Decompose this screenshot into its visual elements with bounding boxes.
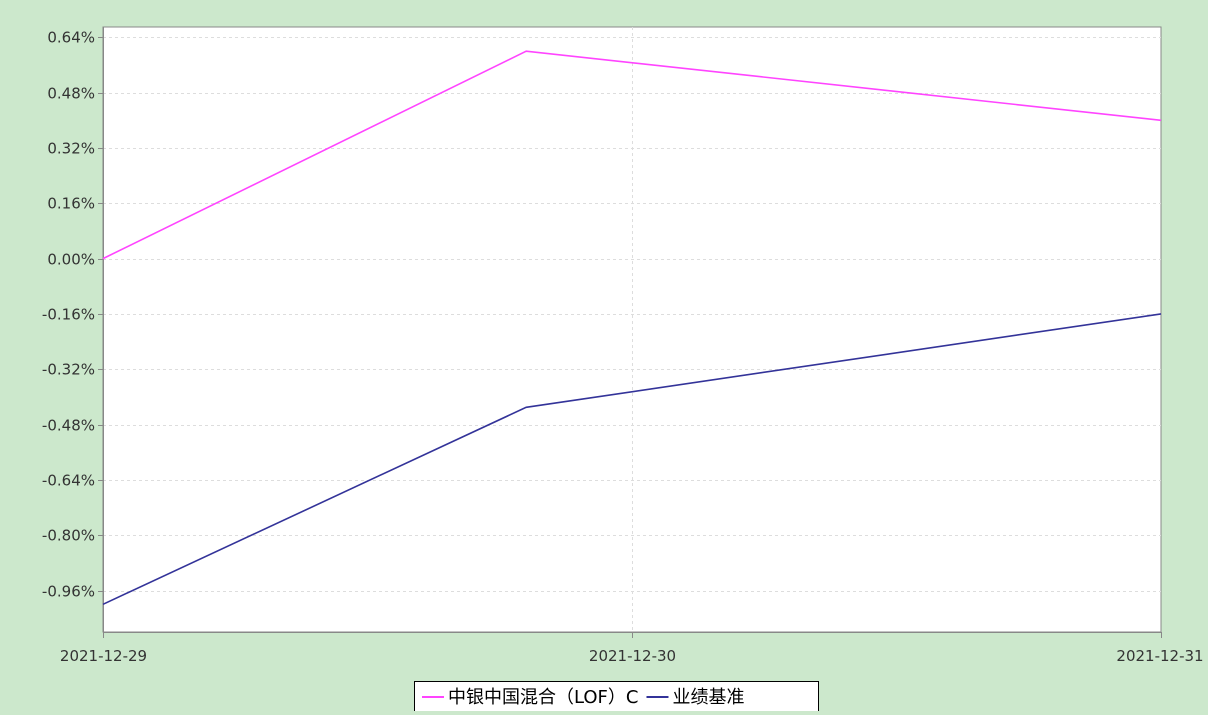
x-tick-label: 2021-12-31 (1116, 647, 1203, 665)
legend-label: 中银中国混合（LOF）C (448, 687, 638, 708)
y-tick-label: 0.00% (47, 251, 95, 269)
y-tick-label: -0.96% (42, 583, 95, 601)
y-tick-label: -0.16% (42, 306, 95, 324)
y-tick-label: 0.48% (47, 85, 95, 103)
y-tick-label: 0.64% (47, 29, 95, 47)
y-tick-label: -0.64% (42, 472, 95, 490)
x-tick-label: 2021-12-29 (60, 647, 147, 665)
y-tick-label: -0.80% (42, 527, 95, 545)
y-tick-label: -0.48% (42, 417, 95, 435)
legend: 中银中国混合（LOF）C 业绩基准 (415, 682, 819, 712)
legend-label: 业绩基准 (672, 687, 744, 708)
y-tick-label: 0.16% (47, 195, 95, 213)
x-tick-label: 2021-12-30 (589, 647, 676, 665)
y-tick-label: 0.32% (47, 140, 95, 158)
y-tick-label: -0.32% (42, 361, 95, 379)
